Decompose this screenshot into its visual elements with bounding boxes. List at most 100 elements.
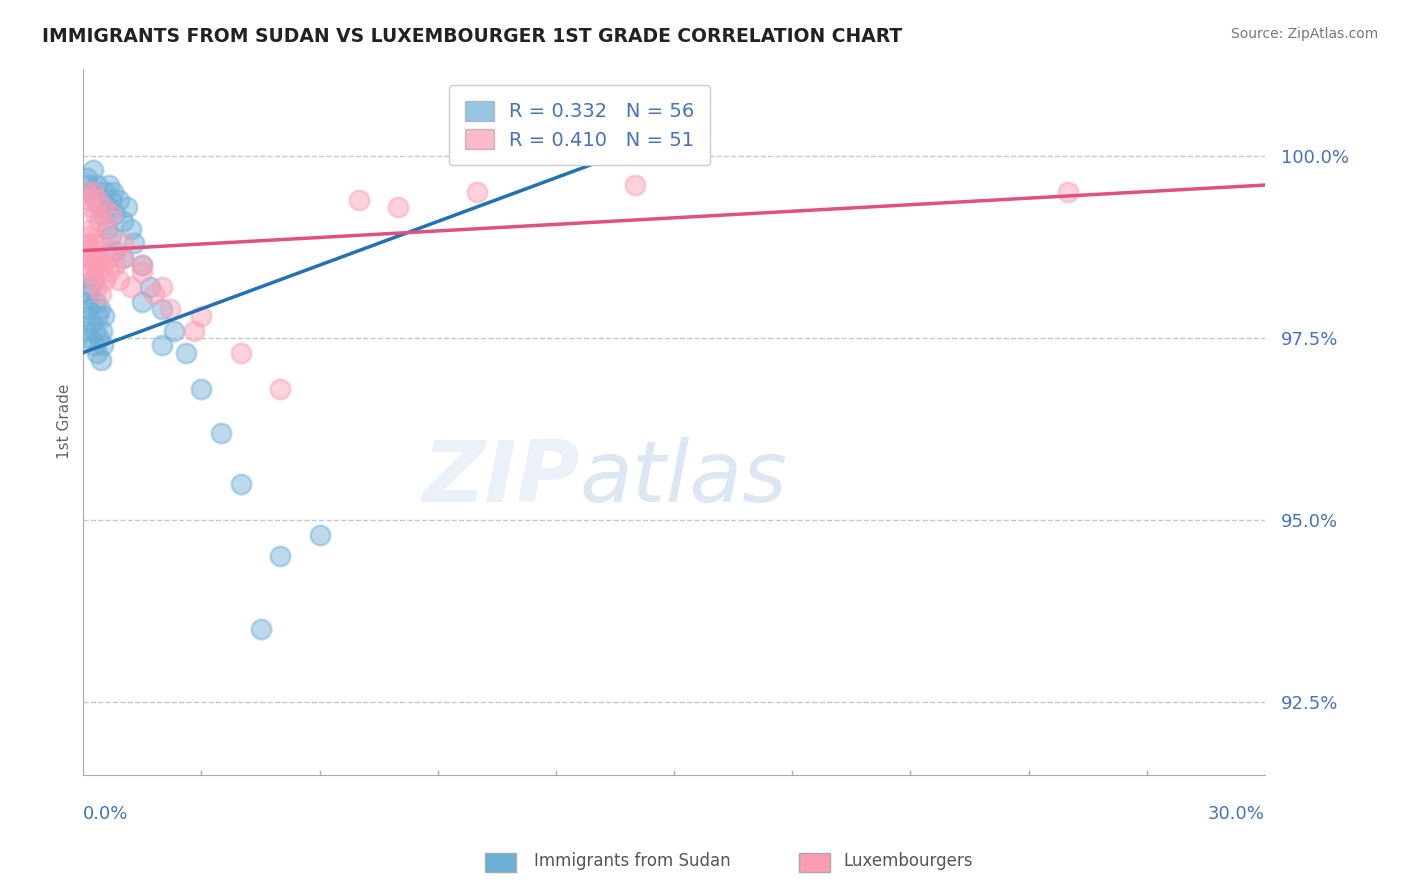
Text: atlas: atlas: [579, 437, 787, 520]
Point: [96, 221, 118, 235]
Point: [86, 345, 108, 359]
Point: [86, 178, 108, 192]
Point: [82, 273, 104, 287]
Point: [82, 236, 104, 251]
Point: [91, 200, 114, 214]
Point: [82, 186, 104, 200]
Point: [163, 324, 186, 338]
Point: [75, 251, 97, 265]
Point: [347, 193, 370, 207]
Point: [80, 221, 103, 235]
Point: [91, 324, 114, 338]
Point: [100, 207, 122, 221]
Text: 30.0%: 30.0%: [1208, 805, 1265, 823]
Point: [76, 258, 98, 272]
Point: [96, 200, 118, 214]
Legend: R = 0.332   N = 56, R = 0.410   N = 51: R = 0.332 N = 56, R = 0.410 N = 51: [449, 86, 710, 165]
Point: [107, 273, 129, 287]
Point: [96, 221, 118, 235]
Point: [80, 200, 103, 214]
Point: [94, 273, 117, 287]
Text: 0.0%: 0.0%: [83, 805, 129, 823]
Point: [84, 294, 107, 309]
Point: [229, 345, 252, 359]
Point: [111, 251, 134, 265]
Point: [80, 317, 103, 331]
Point: [84, 193, 107, 207]
Point: [115, 200, 138, 214]
Point: [82, 163, 104, 178]
Point: [100, 229, 122, 244]
Point: [465, 186, 488, 200]
Point: [174, 345, 197, 359]
Point: [89, 301, 111, 316]
Text: IMMIGRANTS FROM SUDAN VS LUXEMBOURGER 1ST GRADE CORRELATION CHART: IMMIGRANTS FROM SUDAN VS LUXEMBOURGER 1S…: [42, 27, 903, 45]
Point: [101, 186, 124, 200]
Point: [190, 309, 212, 323]
Point: [87, 200, 110, 214]
Point: [77, 287, 100, 301]
Point: [79, 331, 101, 345]
Point: [111, 251, 134, 265]
Point: [75, 309, 97, 323]
Text: Source: ZipAtlas.com: Source: ZipAtlas.com: [1230, 27, 1378, 41]
Point: [87, 214, 110, 228]
Point: [80, 186, 103, 200]
Point: [84, 207, 107, 221]
Point: [77, 244, 100, 258]
Point: [84, 244, 107, 258]
Point: [190, 382, 212, 396]
Point: [269, 549, 291, 564]
Point: [86, 280, 108, 294]
Point: [150, 338, 173, 352]
Point: [89, 236, 111, 251]
Point: [387, 200, 409, 214]
Point: [100, 244, 122, 258]
Point: [104, 258, 127, 272]
Point: [139, 280, 162, 294]
Point: [104, 207, 127, 221]
Point: [107, 193, 129, 207]
Point: [120, 280, 142, 294]
Point: [150, 301, 173, 316]
Point: [77, 301, 100, 316]
Point: [249, 622, 271, 636]
Point: [75, 294, 97, 309]
Text: Immigrants from Sudan: Immigrants from Sudan: [534, 852, 731, 870]
Point: [84, 258, 107, 272]
Point: [111, 214, 134, 228]
Point: [150, 280, 173, 294]
Point: [87, 265, 110, 279]
Point: [87, 309, 110, 323]
Point: [90, 287, 112, 301]
Text: Luxembourgers: Luxembourgers: [844, 852, 973, 870]
Point: [209, 425, 232, 440]
Point: [87, 251, 110, 265]
Point: [131, 265, 153, 279]
Point: [77, 193, 100, 207]
Point: [143, 287, 166, 301]
Y-axis label: 1st Grade: 1st Grade: [58, 384, 72, 459]
Point: [96, 251, 118, 265]
Point: [76, 186, 98, 200]
Point: [91, 338, 114, 352]
Point: [75, 236, 97, 251]
Point: [90, 352, 112, 367]
Point: [131, 258, 153, 272]
Point: [104, 244, 127, 258]
Point: [131, 258, 153, 272]
Point: [79, 265, 101, 279]
Point: [86, 193, 108, 207]
Point: [183, 324, 205, 338]
Point: [83, 338, 105, 352]
Point: [87, 331, 110, 345]
Point: [229, 476, 252, 491]
Point: [80, 280, 103, 294]
Point: [131, 294, 153, 309]
Point: [94, 186, 117, 200]
Point: [1057, 186, 1080, 200]
Point: [91, 207, 114, 221]
Point: [80, 251, 103, 265]
Point: [623, 178, 645, 192]
Point: [97, 178, 120, 192]
